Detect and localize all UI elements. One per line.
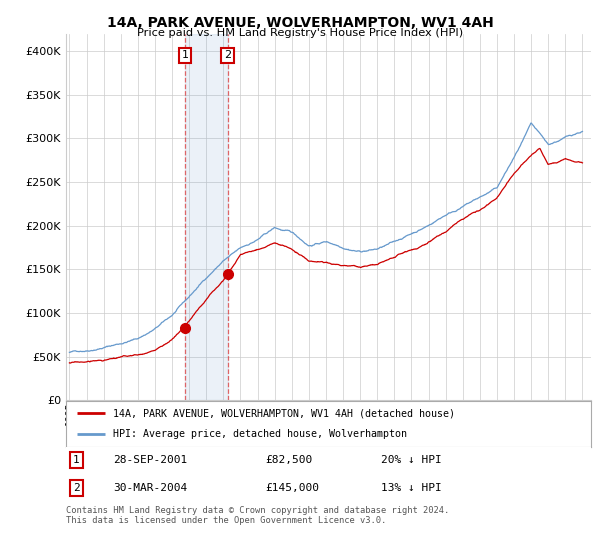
Text: 1: 1: [73, 455, 80, 465]
Text: 2: 2: [224, 50, 231, 60]
Text: 14A, PARK AVENUE, WOLVERHAMPTON, WV1 4AH: 14A, PARK AVENUE, WOLVERHAMPTON, WV1 4AH: [107, 16, 493, 30]
Text: Price paid vs. HM Land Registry's House Price Index (HPI): Price paid vs. HM Land Registry's House …: [137, 28, 463, 38]
Text: £145,000: £145,000: [265, 483, 320, 493]
Text: 28-SEP-2001: 28-SEP-2001: [113, 455, 187, 465]
Text: Contains HM Land Registry data © Crown copyright and database right 2024.
This d: Contains HM Land Registry data © Crown c…: [66, 506, 449, 525]
Text: HPI: Average price, detached house, Wolverhampton: HPI: Average price, detached house, Wolv…: [113, 430, 407, 440]
Text: 13% ↓ HPI: 13% ↓ HPI: [381, 483, 442, 493]
Text: 1: 1: [181, 50, 188, 60]
Bar: [185, 34, 227, 400]
Text: £82,500: £82,500: [265, 455, 313, 465]
Text: 14A, PARK AVENUE, WOLVERHAMPTON, WV1 4AH (detached house): 14A, PARK AVENUE, WOLVERHAMPTON, WV1 4AH…: [113, 408, 455, 418]
Text: 30-MAR-2004: 30-MAR-2004: [113, 483, 187, 493]
Text: 20% ↓ HPI: 20% ↓ HPI: [381, 455, 442, 465]
Text: 2: 2: [73, 483, 80, 493]
